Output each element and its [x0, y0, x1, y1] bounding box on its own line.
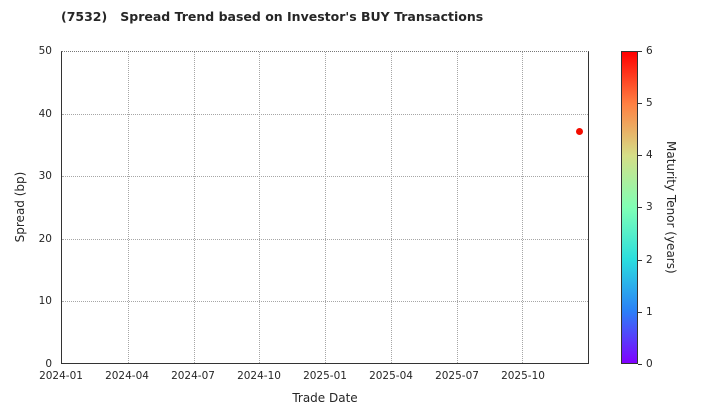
- x-tick-2024-10: 2024-10: [237, 370, 281, 382]
- y-tick-0: 0: [45, 358, 52, 370]
- colorbar-tickmark: [638, 103, 642, 104]
- gridline-v-2025-10: [522, 52, 524, 363]
- colorbar-tickmark: [638, 155, 642, 156]
- chart-title: (7532) Spread Trend based on Investor's …: [61, 9, 484, 24]
- gridline-v-2025-01: [325, 52, 326, 363]
- y-tick-30: 30: [38, 170, 52, 183]
- colorbar-tick-4: 4: [646, 149, 653, 161]
- colorbar-tickmark: [638, 364, 642, 365]
- y-tick-40: 40: [38, 107, 52, 120]
- gridline-v-2024-04: [127, 52, 129, 363]
- colorbar-tickmark: [638, 312, 642, 313]
- colorbar-tickmark: [638, 51, 642, 52]
- y-axis-label: Spread (bp): [13, 171, 27, 243]
- x-tick-2025-07: 2025-07: [435, 370, 479, 382]
- y-tick-10: 10: [38, 295, 52, 308]
- colorbar-tick-1: 1: [646, 306, 653, 318]
- gridline-v-2025-07: [456, 52, 458, 363]
- x-tick-2025-01: 2025-01: [303, 370, 347, 382]
- x-axis-label: Trade Date: [292, 391, 358, 405]
- colorbar-tick-6: 6: [646, 45, 653, 57]
- x-tick-2025-04: 2025-04: [369, 370, 413, 382]
- gridline-v-2025-04: [390, 52, 392, 363]
- colorbar-tick-3: 3: [646, 201, 653, 213]
- colorbar-gradient: [621, 51, 638, 364]
- plot-area: [61, 51, 589, 364]
- scatter-point: [576, 128, 583, 135]
- y-tick-50: 50: [38, 45, 52, 57]
- x-tick-2024-04: 2024-04: [105, 370, 149, 382]
- gridline-v-2024-10: [259, 52, 261, 363]
- colorbar-tick-2: 2: [646, 254, 653, 266]
- x-tick-2024-01: 2024-01: [39, 370, 83, 382]
- y-tick-20: 20: [38, 232, 52, 245]
- colorbar-tick-0: 0: [646, 358, 653, 370]
- x-tick-2024-07: 2024-07: [171, 370, 215, 382]
- x-tick-2025-10: 2025-10: [501, 370, 545, 382]
- colorbar-axis-label: Maturity Tenor (years): [664, 141, 678, 274]
- colorbar-tickmark: [638, 207, 642, 208]
- colorbar-tick-5: 5: [646, 97, 653, 109]
- colorbar-tickmark: [638, 260, 642, 261]
- gridline-v-2024-07: [193, 52, 195, 363]
